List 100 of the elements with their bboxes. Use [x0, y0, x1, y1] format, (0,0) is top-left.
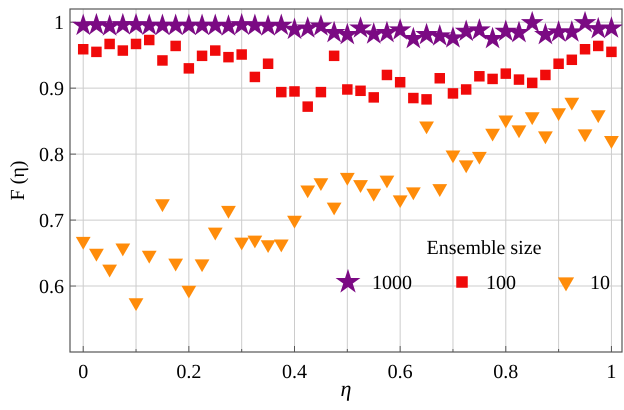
- legend-title: Ensemble size: [426, 237, 542, 259]
- point: [102, 264, 118, 278]
- point: [566, 54, 578, 66]
- point: [448, 88, 458, 99]
- point: [485, 128, 500, 142]
- point: [250, 72, 260, 82]
- point: [289, 86, 300, 97]
- point: [184, 63, 194, 74]
- point: [326, 202, 342, 216]
- point: [380, 176, 394, 188]
- point: [500, 68, 512, 79]
- point: [415, 22, 438, 44]
- point: [260, 240, 276, 254]
- point: [538, 131, 553, 144]
- point: [128, 298, 144, 312]
- point: [124, 12, 148, 34]
- point: [419, 121, 434, 134]
- point: [76, 236, 91, 250]
- x-tick-label: 0.6: [388, 361, 413, 383]
- point: [494, 19, 518, 42]
- point: [592, 40, 604, 52]
- x-tick-label: 1: [606, 361, 616, 383]
- point: [514, 74, 524, 85]
- point: [196, 50, 208, 62]
- point: [142, 250, 157, 264]
- y-tick-label: 0.8: [39, 144, 64, 166]
- point: [512, 125, 526, 138]
- point: [236, 49, 247, 60]
- point: [221, 206, 236, 219]
- point: [328, 50, 340, 62]
- point: [340, 172, 355, 186]
- point: [223, 52, 234, 62]
- point: [234, 238, 250, 250]
- point: [168, 258, 184, 272]
- point: [578, 129, 592, 142]
- x-tick-label: 0.2: [176, 361, 202, 383]
- point: [574, 10, 596, 33]
- point: [392, 195, 408, 208]
- point: [204, 14, 227, 36]
- point: [230, 12, 254, 34]
- point: [118, 45, 128, 56]
- point: [540, 70, 551, 80]
- point: [300, 185, 316, 198]
- point: [606, 46, 617, 58]
- point: [104, 38, 115, 50]
- point: [247, 236, 262, 248]
- point: [382, 70, 392, 80]
- point: [474, 71, 485, 82]
- point: [78, 44, 88, 54]
- x-axis-title: η: [340, 376, 352, 401]
- y-tick-label: 1: [54, 12, 64, 34]
- point: [194, 259, 210, 272]
- point: [406, 187, 421, 200]
- point: [85, 12, 108, 34]
- y-tick-label: 0.6: [39, 276, 64, 298]
- point: [314, 178, 328, 192]
- point: [432, 184, 448, 197]
- point: [366, 188, 382, 202]
- point: [472, 152, 487, 165]
- point: [468, 18, 491, 40]
- point: [520, 10, 544, 33]
- point: [170, 40, 181, 52]
- legend-label: 1000: [372, 272, 412, 294]
- point: [394, 76, 406, 88]
- point: [353, 180, 368, 194]
- point: [210, 45, 221, 56]
- point: [302, 101, 313, 112]
- x-tick-label: 0: [78, 361, 88, 383]
- x-tick-label: 0.4: [282, 361, 307, 383]
- point: [91, 46, 102, 58]
- point: [276, 86, 287, 98]
- point: [157, 55, 168, 66]
- point: [368, 92, 379, 103]
- point: [600, 16, 623, 38]
- point: [342, 84, 353, 95]
- point: [388, 18, 412, 40]
- point: [487, 74, 498, 84]
- point: [553, 58, 564, 69]
- point: [89, 248, 104, 262]
- point: [115, 244, 130, 256]
- point: [446, 150, 460, 164]
- point: [155, 199, 170, 212]
- point: [458, 160, 474, 174]
- point: [408, 92, 419, 104]
- point: [262, 58, 274, 69]
- point: [208, 228, 223, 240]
- point: [580, 44, 590, 54]
- point: [349, 16, 372, 38]
- point: [460, 84, 472, 95]
- point: [270, 14, 293, 36]
- point: [310, 14, 332, 36]
- point: [526, 78, 538, 88]
- point: [604, 136, 619, 149]
- point: [421, 94, 432, 105]
- point: [316, 86, 326, 98]
- point: [274, 240, 289, 252]
- legend-label: 100: [486, 272, 516, 294]
- point: [144, 34, 154, 46]
- point: [130, 38, 142, 50]
- point: [287, 216, 302, 229]
